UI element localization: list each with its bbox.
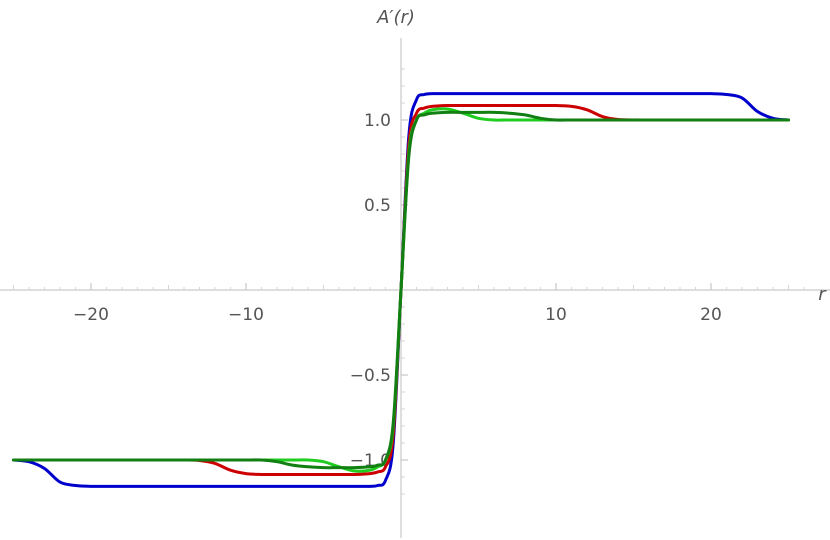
y-axis-title: A′(r) [376, 7, 415, 28]
x-axis-title: r [818, 284, 827, 305]
x-tick-label: 20 [700, 305, 722, 325]
x-tick-label: −20 [73, 305, 109, 325]
y-tick-label: 1.0 [364, 111, 391, 131]
x-tick-label: 10 [545, 305, 567, 325]
axis-ticks: −20 −10 10 201.00.5−0.5−1.0 [13, 68, 805, 495]
y-tick-label: 0.5 [364, 196, 391, 216]
x-tick-label: −10 [228, 305, 264, 325]
y-tick-label: −0.5 [350, 366, 391, 386]
axis-labels: A′(r) r [376, 7, 827, 305]
axes: −20 −10 10 201.00.5−0.5−1.0 [0, 38, 830, 538]
series-line-4 [12, 110, 790, 470]
series-lines [12, 92, 790, 488]
